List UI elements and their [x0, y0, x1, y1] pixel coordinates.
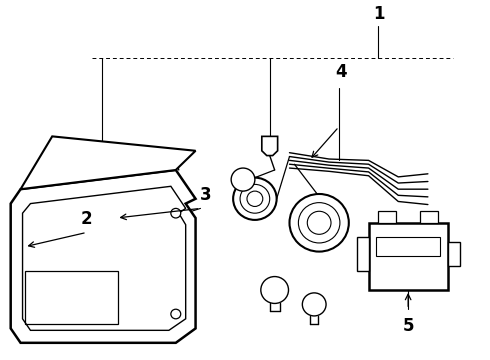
Bar — [420, 211, 438, 223]
Text: 1: 1 — [373, 5, 384, 23]
Text: 4: 4 — [335, 63, 347, 81]
Bar — [357, 237, 368, 271]
Circle shape — [171, 208, 181, 218]
Circle shape — [233, 177, 277, 220]
Bar — [376, 237, 440, 256]
Circle shape — [290, 194, 349, 252]
Circle shape — [231, 168, 255, 191]
Bar — [24, 271, 119, 324]
Bar — [448, 242, 460, 266]
Bar — [378, 211, 396, 223]
Polygon shape — [262, 136, 278, 156]
Circle shape — [302, 293, 326, 316]
Circle shape — [261, 276, 289, 303]
Polygon shape — [11, 170, 196, 343]
Polygon shape — [21, 136, 196, 189]
Bar — [368, 223, 448, 290]
Text: 2: 2 — [81, 210, 93, 228]
Text: 5: 5 — [402, 317, 414, 335]
Text: 3: 3 — [199, 186, 211, 204]
Circle shape — [171, 309, 181, 319]
